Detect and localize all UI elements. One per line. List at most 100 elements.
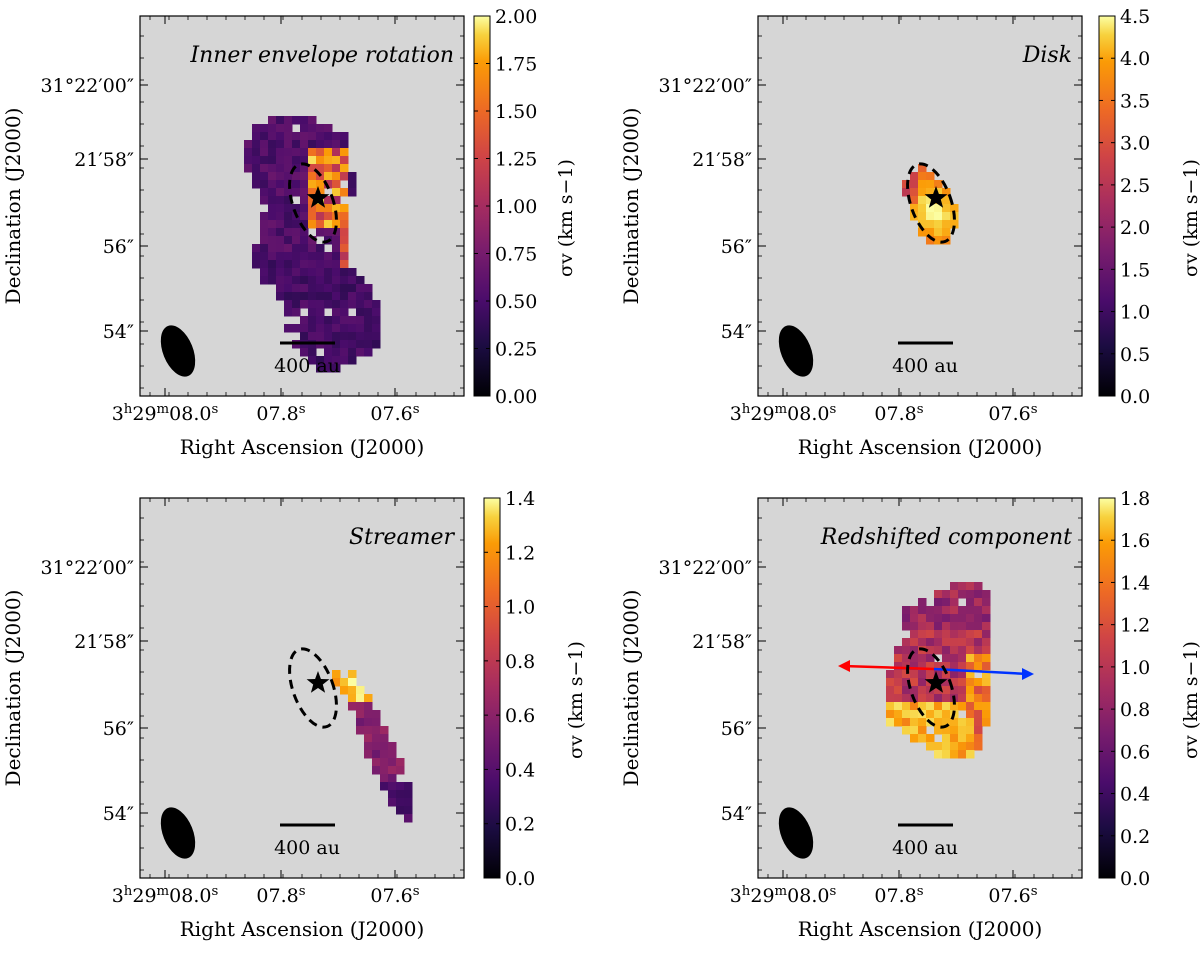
heatmap-pixel — [324, 132, 333, 141]
disk-ellipse — [906, 162, 956, 244]
heatmap-pixel — [284, 196, 293, 205]
heatmap-pixel — [942, 662, 951, 671]
heatmap-pixel — [918, 614, 927, 623]
y-tick-label: 54″ — [103, 803, 134, 825]
heatmap-pixel — [308, 172, 317, 181]
heatmap-pixel — [268, 252, 277, 261]
heatmap-pixel — [348, 332, 357, 341]
heatmap-pixel — [966, 606, 975, 615]
heatmap-pixel — [308, 316, 317, 325]
heatmap-pixel — [356, 324, 365, 333]
heatmap-pixel — [356, 726, 365, 735]
heatmap-pixel — [918, 172, 927, 181]
heatmap-pixel — [364, 734, 373, 743]
heatmap-pixel — [902, 614, 911, 623]
heatmap-pixel — [260, 164, 269, 173]
heatmap-pixel — [910, 726, 919, 735]
heatmap-pixel — [974, 646, 983, 655]
x-tick-label: 07.8s — [256, 884, 305, 908]
heatmap-pixel — [918, 180, 927, 189]
colorbar-tick-label: 1.0 — [1120, 657, 1150, 679]
colorbar-label: σv (km s−1) — [1180, 159, 1200, 277]
heatmap-pixel — [974, 622, 983, 631]
heatmap-pixel — [910, 734, 919, 743]
scale-bar-label: 400 au — [892, 837, 958, 859]
heatmap-pixel — [958, 638, 967, 647]
heatmap-pixel — [284, 148, 293, 157]
heatmap-pixel — [380, 742, 389, 751]
heatmap-pixel — [300, 124, 309, 133]
heatmap-pixel — [372, 758, 381, 767]
heatmap-pixel — [260, 196, 269, 205]
heatmap-pixel — [966, 678, 975, 687]
heatmap-pixel — [308, 332, 317, 341]
heatmap-pixel — [934, 236, 943, 245]
heatmap-pixel — [982, 622, 991, 631]
heatmap-pixel — [364, 340, 373, 349]
heatmap-pixel — [364, 316, 373, 325]
outflow-red-arrowhead — [838, 660, 850, 672]
heatmap-pixel — [942, 598, 951, 607]
heatmap-pixel — [260, 228, 269, 237]
heatmap-pixel — [316, 276, 325, 285]
heatmap-pixel — [918, 638, 927, 647]
y-tick-label: 31°22′00″ — [41, 75, 134, 97]
heatmap-pixel — [308, 252, 317, 261]
heatmap-pixel — [364, 284, 373, 293]
heatmap-pixel — [910, 180, 919, 189]
heatmap-pixel — [276, 292, 285, 301]
heatmap-pixel — [324, 284, 333, 293]
heatmap-pixel — [332, 300, 341, 309]
heatmap-pixel — [934, 718, 943, 727]
heatmap-pixel — [324, 364, 333, 373]
heatmap-pixel — [340, 188, 349, 197]
heatmap-pixel — [348, 180, 357, 189]
colorbar-tick-label: 1.0 — [505, 597, 535, 619]
heatmap-pixel — [942, 686, 951, 695]
colorbar-tick-label: 1.2 — [505, 542, 535, 564]
heatmap-pixel — [276, 220, 285, 229]
heatmap-pixel — [324, 140, 333, 149]
heatmap-pixel — [958, 686, 967, 695]
heatmap-pixel — [894, 654, 903, 663]
heatmap-pixel — [380, 750, 389, 759]
heatmap-pixel — [332, 148, 341, 157]
heatmap-pixel — [958, 742, 967, 751]
panel-title: Streamer — [349, 525, 455, 550]
heatmap-pixel — [300, 196, 309, 205]
heatmap-pixel — [958, 614, 967, 623]
heatmap-pixel — [316, 260, 325, 269]
heatmap-pixel — [372, 734, 381, 743]
y-tick-label: 31°22′00″ — [659, 557, 752, 579]
source-star — [924, 671, 948, 693]
heatmap-pixel — [404, 814, 413, 823]
heatmap-pixel — [308, 140, 317, 149]
heatmap-pixel — [324, 172, 333, 181]
heatmap-pixel — [276, 164, 285, 173]
heatmap-pixel — [950, 654, 959, 663]
heatmap-pixel — [292, 252, 301, 261]
heatmap-pixel — [340, 228, 349, 237]
heatmap-pixel — [950, 646, 959, 655]
heatmap-pixel — [308, 148, 317, 157]
heatmap-pixel — [958, 654, 967, 663]
heatmap-pixel — [260, 148, 269, 157]
heatmap-pixel — [316, 132, 325, 141]
heatmap-pixel — [284, 156, 293, 165]
heatmap-pixel — [284, 204, 293, 213]
beam-ellipse — [778, 807, 814, 859]
heatmap-pixel — [942, 228, 951, 237]
heatmap-pixel — [340, 252, 349, 261]
heatmap-pixel — [982, 638, 991, 647]
heatmap-pixel — [292, 236, 301, 245]
x-axis-label: Right Ascension (J2000) — [798, 917, 1043, 941]
heatmap-pixel — [918, 726, 927, 735]
colorbar-tick-label: 1.8 — [1120, 488, 1150, 510]
heatmap-pixel — [388, 774, 397, 783]
y-tick-label: 56″ — [103, 718, 134, 740]
heatmap-pixel — [934, 622, 943, 631]
heatmap-pixel — [974, 726, 983, 735]
heatmap-pixel — [902, 188, 911, 197]
heatmap-pixel — [926, 220, 935, 229]
colorbar-tick-label: 0.6 — [505, 705, 535, 727]
